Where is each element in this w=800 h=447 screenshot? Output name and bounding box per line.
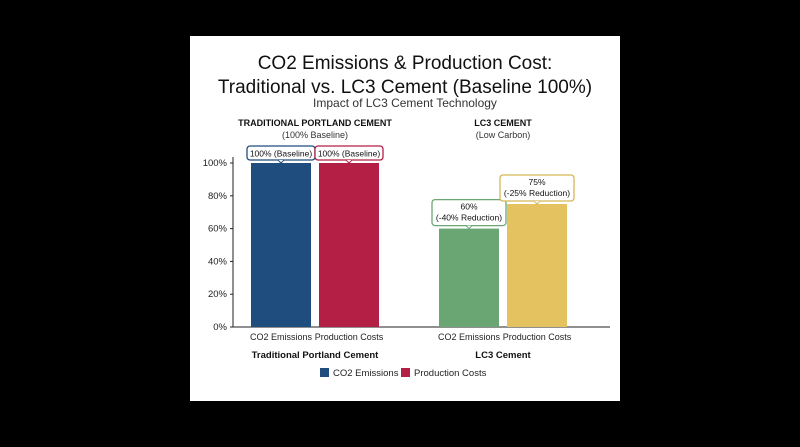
y-tick-label: 0% bbox=[213, 322, 227, 333]
data-label-pointer bbox=[345, 159, 353, 164]
group-header-lc3: LC3 CEMENT bbox=[474, 118, 532, 128]
y-tick-label: 80% bbox=[208, 191, 228, 202]
bar-1-1 bbox=[507, 204, 567, 327]
group-subheader-traditional: (100% Baseline) bbox=[282, 130, 348, 140]
data-label: 60% bbox=[460, 202, 477, 212]
bars-layer bbox=[251, 163, 567, 327]
y-tick-label: 100% bbox=[203, 158, 228, 169]
x-category-label: Production Costs bbox=[503, 332, 572, 342]
group-subheader-lc3: (Low Carbon) bbox=[476, 130, 531, 140]
data-label-pointer bbox=[465, 225, 473, 230]
bar-0-0 bbox=[251, 163, 311, 327]
group-header-traditional: TRADITIONAL PORTLAND CEMENT bbox=[238, 118, 392, 128]
data-label-pointer bbox=[533, 200, 541, 205]
x-category-label: CO2 Emissions bbox=[438, 332, 501, 342]
legend-label-co2: CO2 Emissions bbox=[333, 368, 399, 379]
chart-title-line2: Traditional vs. LC3 Cement (Baseline 100… bbox=[218, 77, 592, 98]
y-tick-label: 40% bbox=[208, 256, 228, 267]
data-labels-layer: CO2 Emissions 100% (Baseline) Production C… bbox=[246, 145, 575, 342]
data-label: 100% (Baseline) bbox=[318, 149, 381, 159]
y-tick-label: 60% bbox=[208, 224, 228, 235]
legend: CO2 Emissions Production Costs bbox=[320, 368, 487, 379]
data-label-pointer bbox=[277, 159, 285, 164]
chart-subtitle: Impact of LC3 Cement Technology bbox=[313, 96, 497, 110]
chart-svg: CO2 Emissions & Production Cost: Traditi… bbox=[203, 53, 610, 379]
data-label-detail: (-25% Reduction) bbox=[504, 188, 570, 198]
data-label-detail: (-40% Reduction) bbox=[436, 213, 502, 223]
x-category-label: CO2 Emissions bbox=[250, 332, 313, 342]
data-label: 100% (Baseline) bbox=[250, 149, 313, 159]
bar-0-1 bbox=[319, 163, 379, 327]
legend-swatch-production bbox=[401, 368, 410, 377]
group-xlabel-lc3: LC3 Cement bbox=[475, 350, 531, 361]
y-tick-label: 20% bbox=[208, 289, 228, 300]
chart-title-line1: CO2 Emissions & Production Cost: bbox=[258, 53, 553, 74]
legend-label-production: Production Costs bbox=[414, 368, 487, 379]
legend-swatch-co2 bbox=[320, 368, 329, 377]
data-label: 75% bbox=[528, 177, 545, 187]
x-category-label: Production Costs bbox=[315, 332, 384, 342]
chart-card: CO2 Emissions & Production Cost: Traditi… bbox=[190, 36, 620, 401]
bar-1-0 bbox=[439, 228, 499, 327]
group-xlabel-traditional: Traditional Portland Cement bbox=[252, 350, 380, 361]
